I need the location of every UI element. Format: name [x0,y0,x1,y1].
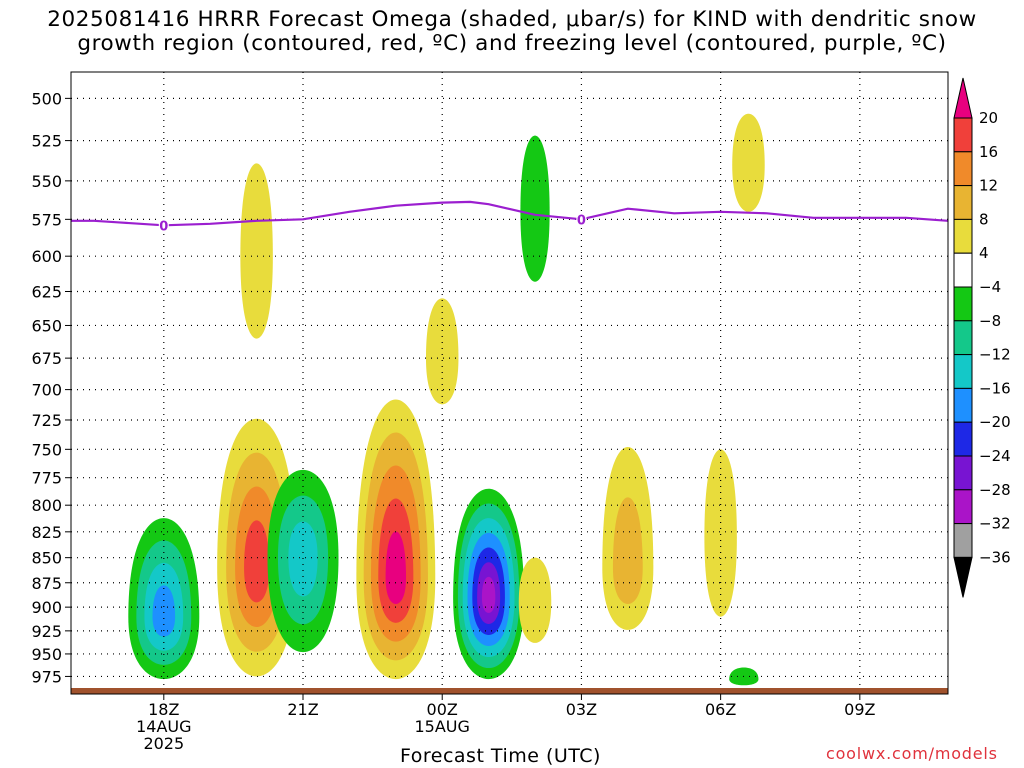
colorbar-label: −28 [979,481,1011,499]
colorbar-swatch [953,185,973,220]
ground-surface [71,688,948,694]
colorbar-swatch [953,320,973,356]
plot-frame [70,71,949,695]
y-tick-label: 800 [31,496,62,515]
colorbar-label: −16 [979,379,1011,397]
x-tick-label: 14AUG [136,717,191,736]
omega-shading [128,113,765,686]
y-tick-label: 850 [31,549,62,568]
y-tick-label: 725 [31,411,62,430]
colorbar-swatch [953,252,973,288]
colorbar-label: −36 [979,548,1011,566]
omega-contour-positive [240,163,273,339]
freezing-level-label-bg [576,211,587,227]
omega-contour-negative [288,521,318,597]
omega-contour-negative [481,576,496,613]
colorbar-label: −24 [979,447,1011,465]
x-axis-label: Forecast Time (UTC) [400,745,601,767]
y-tick-label: 625 [31,283,62,302]
y-tick-label: 525 [31,132,62,151]
y-tick-label: 575 [31,210,62,229]
colorbar-label: −8 [979,312,1001,330]
y-tick-label: 825 [31,523,62,542]
omega-contour-positive [244,520,270,603]
y-tick-label: 675 [31,349,62,368]
colorbar-swatch [953,151,973,187]
chart-title-line-2: growth region (contoured, red, ºC) and f… [77,31,947,56]
colorbar-label: −4 [979,278,1001,296]
y-tick-label: 925 [31,622,62,641]
colorbar-label: −20 [979,413,1011,431]
colorbar-bottom-arrow [953,556,973,598]
x-tick-label: 09Z [844,700,875,719]
y-tick-label: 750 [31,440,62,459]
freezing-level-label: 0 [577,213,586,228]
colorbar-label: −12 [979,346,1011,364]
colorbar-swatch [953,218,973,254]
colorbar-swatch [953,387,973,423]
omega-contour-positive [612,497,643,605]
colorbar-label: 4 [979,244,989,262]
colorbar-swatch [953,117,973,153]
chart-title-line-1: 2025081416 HRRR Forecast Omega (shaded, … [47,7,977,32]
omega-contour-negative [520,135,550,282]
y-tick-label: 700 [31,381,62,400]
x-tick-label: 15AUG [415,717,470,736]
omega-contour-positive [425,298,459,405]
colorbar: 20 16 12 8 4 −4 −8 −12 −16 −20 −24 −28 −32 −36 [953,77,1011,598]
y-tick-label: 500 [31,89,62,108]
colorbar-swatch [953,354,973,389]
colorbar-swatch [953,421,973,457]
omega-contour-positive [385,531,407,605]
x-tick-label: 06Z [705,700,736,719]
grid-lines [71,72,948,694]
omega-contour-positive [518,557,552,643]
x-tick-label: 03Z [566,700,597,719]
colorbar-label: −32 [979,515,1011,533]
y-tick-label: 950 [31,645,62,664]
colorbar-label: 12 [979,177,998,195]
omega-contour-negative [152,585,176,637]
y-tick-label: 775 [31,469,62,488]
y-tick-label: 875 [31,574,62,593]
colorbar-top-arrow [953,77,973,119]
x-tick-label: 2025 [143,734,184,753]
omega-contour-positive [732,113,765,212]
x-tick-label: 00Z [427,700,458,719]
x-tick-label: 21Z [287,700,318,719]
y-tick-label: 550 [31,172,62,191]
y-axis: 500 525 550 575 600 625 650 675 700 725 750 775 800 8… [31,89,71,686]
freezing-level-line [71,200,948,227]
omega-contour-positive [704,449,737,617]
y-tick-label: 650 [31,316,62,335]
y-tick-label: 900 [31,598,62,617]
colorbar-label: 16 [979,143,998,161]
colorbar-swatch [953,286,973,322]
freezing-level-label-bg [158,217,169,233]
x-tick-label: 18Z [148,700,179,719]
colorbar-label: 8 [979,210,989,228]
colorbar-swatch [953,455,973,491]
watermark: coolwx.com/models [826,744,998,763]
y-tick-label: 975 [31,667,62,686]
y-tick-label: 600 [31,247,62,266]
colorbar-swatch [953,523,973,558]
colorbar-swatch [953,489,973,525]
colorbar-label: 20 [979,109,998,127]
freezing-level-label: 0 [159,219,168,234]
